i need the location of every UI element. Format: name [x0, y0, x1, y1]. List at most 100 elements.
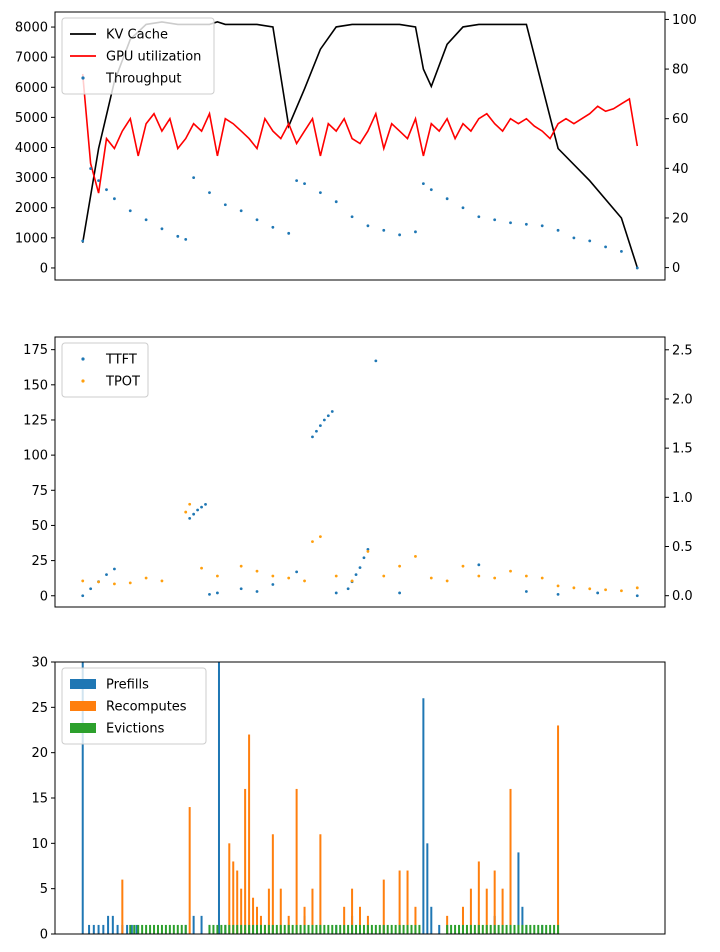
- evictions-bar: [362, 924, 365, 934]
- tpot-point: [445, 579, 449, 583]
- tpot-point: [620, 589, 623, 593]
- plot-area: [81, 662, 560, 934]
- recomputes-bar: [382, 879, 385, 934]
- evictions-bar: [212, 924, 215, 934]
- recomputes-bar: [228, 843, 231, 934]
- ttft-point: [366, 547, 370, 551]
- evictions-bar: [145, 924, 148, 934]
- prefills-bar: [517, 852, 520, 934]
- tpot-point: [200, 566, 203, 570]
- legend-swatch: [81, 76, 85, 80]
- tpot-point: [540, 576, 544, 580]
- tpot-point: [216, 574, 219, 578]
- evictions-bar: [259, 924, 262, 934]
- evictions-bar: [256, 924, 259, 934]
- throughput-point: [540, 224, 544, 228]
- prefills-bar: [111, 915, 114, 934]
- evictions-bar: [517, 924, 520, 934]
- ttft-point: [354, 573, 358, 577]
- evictions-bar: [545, 924, 548, 934]
- y-tick-label: 3000: [15, 171, 48, 186]
- y2-tick-label: 2.5: [672, 343, 693, 358]
- ttft-point: [318, 424, 322, 427]
- throughput-point: [620, 249, 623, 253]
- recomputes-bar: [244, 788, 247, 934]
- evictions-bar: [153, 924, 156, 934]
- evictions-bar: [359, 924, 361, 934]
- evictions-bar: [129, 924, 132, 934]
- evictions-bar: [208, 924, 211, 934]
- ttft-point: [208, 592, 211, 596]
- ttft-point: [346, 587, 350, 591]
- y-tick-label: 5000: [15, 111, 48, 126]
- evictions-bar: [287, 924, 290, 934]
- evictions-bar: [473, 924, 476, 934]
- throughput-point: [295, 179, 299, 183]
- tpot-point: [144, 576, 148, 580]
- prefills-bar: [116, 924, 119, 934]
- y2-tick-label: 100: [672, 13, 697, 28]
- y-tick-label: 1000: [15, 231, 48, 246]
- prefills-bar: [107, 915, 110, 934]
- legend: KV Cache GPU utilization Throughput: [61, 17, 215, 95]
- recomputes-bar: [303, 906, 306, 934]
- legend-label: Recomputes: [106, 700, 187, 715]
- throughput-point: [350, 215, 354, 219]
- evictions-bar: [137, 924, 140, 934]
- evictions-bar: [303, 924, 306, 934]
- ttft-point: [322, 418, 326, 422]
- evictions-bar: [335, 924, 338, 934]
- evictions-bar: [370, 924, 373, 934]
- evictions-bar: [390, 924, 393, 934]
- ttft-point: [188, 517, 192, 520]
- y2-tick-label: 60: [672, 112, 689, 127]
- evictions-bar: [216, 924, 219, 934]
- y-tick-label: 50: [31, 519, 48, 534]
- prefills-bar: [438, 924, 441, 934]
- ttft-point: [358, 566, 362, 570]
- evictions-bar: [299, 924, 302, 934]
- throughput-point: [239, 209, 243, 213]
- evictions-bar: [505, 924, 508, 934]
- tpot-point: [524, 574, 528, 578]
- evictions-bar: [418, 924, 421, 934]
- evictions-bar: [224, 924, 227, 934]
- ttft-point: [477, 563, 481, 567]
- y-tick-label: 0: [40, 261, 48, 276]
- tpot-point: [188, 502, 192, 506]
- prefills-bar: [200, 915, 203, 934]
- ttft-point: [330, 410, 334, 413]
- ttft-point: [81, 594, 85, 598]
- evictions-bar: [252, 924, 255, 934]
- throughput-point: [635, 266, 639, 270]
- evictions-bar: [549, 924, 552, 934]
- ttft-point: [334, 591, 338, 595]
- recomputes-bar: [398, 870, 401, 934]
- ttft-point: [192, 512, 196, 516]
- throughput-point: [81, 239, 85, 243]
- tpot-point: [572, 586, 576, 590]
- throughput-point: [477, 215, 481, 219]
- y-tick-label: 100: [23, 449, 48, 464]
- axes-frame: [54, 336, 666, 608]
- throughput-point: [461, 206, 465, 210]
- tpot-point: [255, 569, 259, 573]
- ttft-point: [105, 573, 108, 577]
- evictions-bar: [497, 924, 500, 934]
- evictions-bar: [394, 924, 397, 934]
- evictions-bar: [513, 924, 516, 934]
- tpot-point: [160, 579, 164, 583]
- prefills-bar: [521, 906, 524, 934]
- evictions-bar: [537, 924, 540, 934]
- recomputes-bar: [240, 888, 243, 934]
- evictions-bar: [315, 924, 318, 934]
- prefills-bar: [426, 843, 429, 934]
- evictions-bar: [493, 924, 496, 934]
- evictions-bar: [180, 924, 183, 934]
- y-tick-label: 125: [23, 413, 48, 428]
- tpot-point: [414, 554, 417, 558]
- evictions-bar: [271, 924, 274, 934]
- evictions-bar: [351, 924, 354, 934]
- throughput-point: [604, 245, 607, 249]
